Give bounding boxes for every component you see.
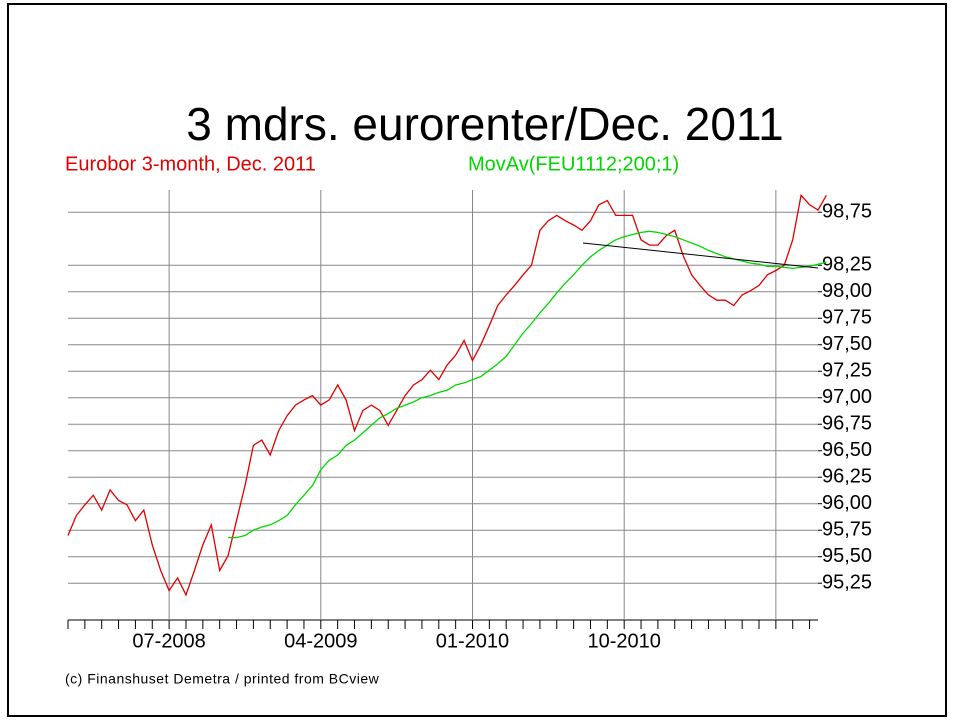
y-tick-label: 95,50 xyxy=(822,545,872,567)
chart-title: 3 mdrs. eurorenter/Dec. 2011 xyxy=(186,98,783,150)
series-line xyxy=(228,230,827,539)
x-tick-label: 10-2010 xyxy=(587,630,660,652)
y-tick-label: 96,00 xyxy=(822,492,872,514)
y-tick-label: 96,75 xyxy=(822,413,872,435)
y-tick-label: 97,75 xyxy=(822,307,872,329)
x-tick-label: 07-2008 xyxy=(132,630,205,652)
y-tick-label: 98,00 xyxy=(822,280,872,302)
legend-label: MovAv(FEU1112;200;1) xyxy=(468,153,679,175)
x-tick-label: 04-2009 xyxy=(284,630,357,652)
y-tick-label: 95,25 xyxy=(822,571,872,593)
y-tick-label: 98,75 xyxy=(822,201,872,223)
plot: Eurobor 3-month, Dec. 2011 MovAv(FEU1112;… xyxy=(65,153,872,652)
trend-line xyxy=(582,242,819,269)
y-tick-label: 98,25 xyxy=(822,254,872,276)
y-tick-label: 96,50 xyxy=(822,439,872,461)
y-tick-label: 97,50 xyxy=(822,333,872,355)
footer: (c) Finanshuset Demetra / printed from B… xyxy=(65,671,380,687)
x-tick-label: 01-2010 xyxy=(436,630,509,652)
legend-label: Eurobor 3-month, Dec. 2011 xyxy=(65,153,316,175)
y-tick-label: 96,25 xyxy=(822,466,872,488)
y-tick-label: 97,25 xyxy=(822,360,872,382)
slide-border xyxy=(7,3,947,717)
series-line xyxy=(67,193,827,597)
y-tick-label: 97,00 xyxy=(822,386,872,408)
y-tick-label: 95,75 xyxy=(822,518,872,540)
